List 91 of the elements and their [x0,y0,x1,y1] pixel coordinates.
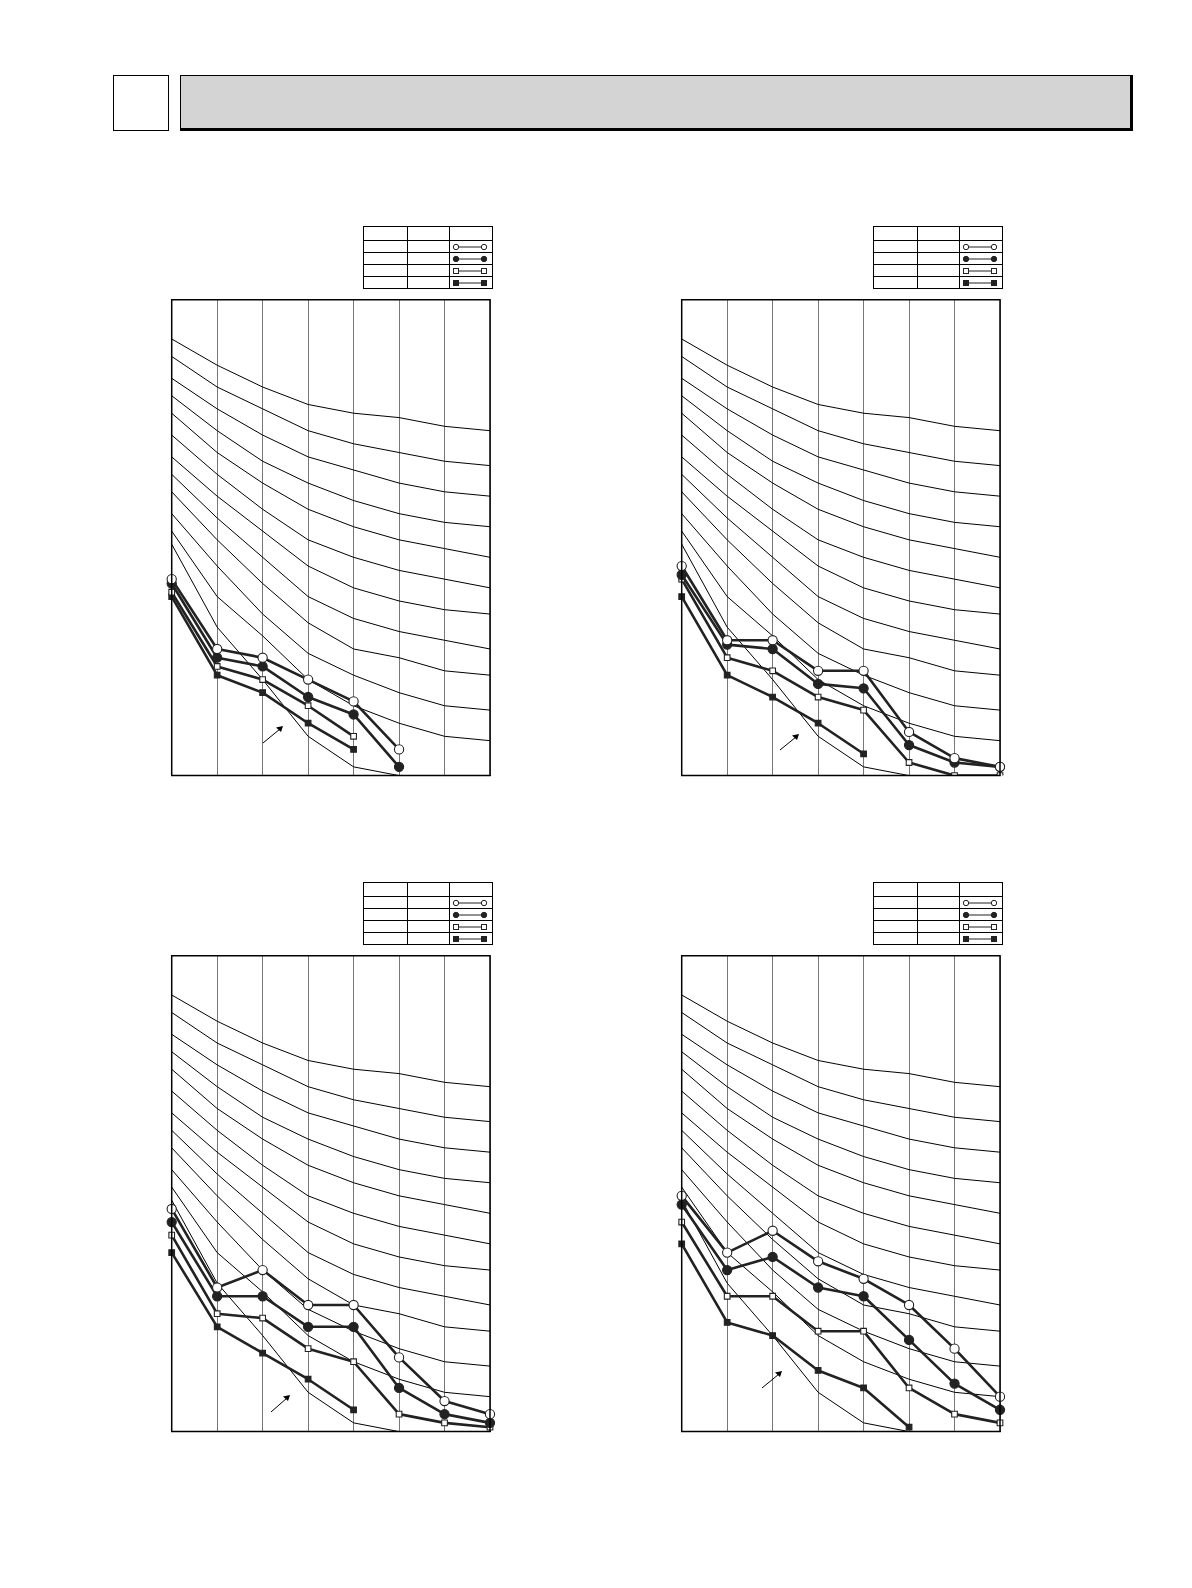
point [304,1345,312,1353]
point [350,1358,357,1366]
point [213,1323,221,1331]
point [393,1382,405,1394]
point [259,1349,267,1357]
point [212,1291,223,1302]
point [905,759,913,766]
point [393,744,405,755]
point [905,1423,913,1431]
point [212,652,223,663]
point [903,1299,915,1311]
point [393,761,405,773]
point [858,665,869,676]
point [302,691,314,703]
point [812,678,824,690]
point [860,1384,867,1392]
point [723,654,731,662]
point [213,671,221,679]
point [722,1264,733,1276]
point [814,1327,822,1335]
point [903,739,915,751]
point [393,1352,405,1363]
point [860,706,867,714]
point [722,635,733,646]
point [348,709,359,720]
point [348,696,359,707]
point [168,1249,176,1256]
point [259,689,267,697]
point [767,1225,778,1236]
point [257,1291,268,1302]
point [676,560,687,572]
point [212,643,223,655]
point [212,1282,223,1293]
point [812,1282,824,1293]
point [302,1321,314,1332]
point [439,1408,450,1420]
point [723,671,731,679]
point [257,1264,268,1276]
point [259,1314,267,1322]
point [350,732,357,740]
point [678,1240,686,1248]
point [304,702,312,710]
point [860,750,867,758]
point [168,1231,176,1239]
point [441,1419,448,1427]
point [259,676,267,683]
point [903,726,915,738]
point [350,746,357,753]
point [903,1334,915,1346]
point [858,683,869,694]
point [678,593,686,600]
point [302,674,314,685]
point [676,1190,687,1201]
point [723,1319,731,1326]
point [439,1395,450,1407]
point [767,643,778,655]
point [213,1310,221,1318]
point [678,1218,686,1226]
point [769,667,777,675]
point [905,1384,913,1392]
point [769,693,777,701]
point [348,1299,359,1311]
point [812,1256,824,1267]
point [722,1247,733,1258]
point [257,652,268,663]
point [168,588,176,596]
point [814,719,822,727]
point [769,1292,777,1300]
point [860,1327,867,1335]
point [304,719,312,727]
point [951,1410,958,1418]
point [814,1367,822,1374]
point [949,752,960,764]
point [812,665,824,676]
point [767,1251,778,1263]
point [814,693,822,701]
point [304,1375,312,1383]
point [302,1299,314,1311]
point [949,1343,960,1354]
point [348,1321,359,1332]
point [767,635,778,646]
point [723,1292,731,1300]
point [769,1332,777,1339]
point [213,663,221,670]
point [949,1378,960,1389]
point [350,1406,357,1414]
point [257,661,268,672]
point [395,1410,403,1418]
point [858,1291,869,1302]
point [858,1273,869,1284]
point [166,1216,177,1228]
